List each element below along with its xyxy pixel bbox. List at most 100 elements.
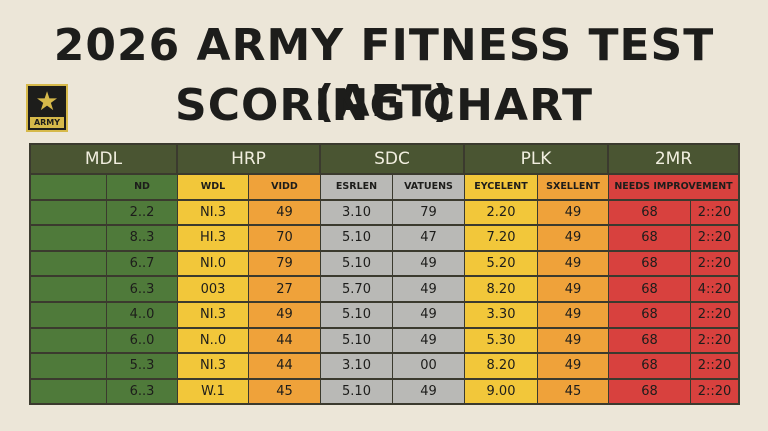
table-cell — [31, 354, 107, 378]
table-cell: NI.3 — [178, 354, 249, 378]
table-cell: W.1 — [178, 379, 249, 404]
header-sdc: SDC — [321, 145, 465, 173]
table-cell: N..0 — [178, 328, 249, 353]
table-cell: NI.3 — [178, 200, 249, 225]
table-cell: 27 — [249, 277, 321, 301]
table-cell: 44 — [249, 354, 321, 378]
table-cell: 49 — [393, 328, 465, 353]
table-row: 8..3 HI.3 70 5.10 47 7.20 49 68 2::20 — [31, 224, 738, 250]
scoring-table: MDL HRP SDC PLK 2MR ND WDL VIDD ESRLEN V… — [29, 143, 740, 406]
subheader-cell — [31, 175, 107, 199]
table-cell: 6..0 — [107, 328, 178, 353]
table-cell: 3.30 — [465, 302, 538, 327]
table-cell: 49 — [538, 251, 609, 276]
table-cell: 49 — [249, 200, 321, 225]
table-cell: 5..3 — [107, 354, 178, 378]
table-row: 5..3 NI.3 44 3.10 00 8.20 49 68 2::20 — [31, 352, 738, 378]
table-cell: 8..3 — [107, 226, 178, 250]
table-cell: 003 — [178, 277, 249, 301]
subheader-cell: VIDD — [249, 175, 321, 199]
subheader-cell: VATUENS — [393, 175, 465, 199]
table-cell: 68 — [609, 226, 691, 250]
table-cell: 47 — [393, 226, 465, 250]
table-cell: 2..2 — [107, 200, 178, 225]
table-cell: 70 — [249, 226, 321, 250]
table-cell: 45 — [249, 379, 321, 404]
table-cell: 5.20 — [465, 251, 538, 276]
subheader-cell: WDL — [178, 175, 249, 199]
table-cell: 9.00 — [465, 379, 538, 404]
table-cell: 68 — [609, 354, 691, 378]
table-cell: 2::20 — [691, 302, 738, 327]
table-cell: 68 — [609, 251, 691, 276]
table-row: 6..3 003 27 5.70 49 8.20 49 68 4::20 — [31, 275, 738, 301]
table-cell: 79 — [393, 200, 465, 225]
table-cell: 49 — [538, 277, 609, 301]
table-cell: 68 — [609, 200, 691, 225]
table-cell: 2::20 — [691, 226, 738, 250]
table-cell: 68 — [609, 302, 691, 327]
header-mdl: MDL — [31, 145, 178, 173]
table-row: 6..3 W.1 45 5.10 49 9.00 45 68 2::20 — [31, 377, 738, 404]
table-cell: 49 — [538, 226, 609, 250]
subheader-cell: SXELLENT — [538, 175, 609, 199]
table-cell: 4..0 — [107, 302, 178, 327]
table-cell: 6..7 — [107, 251, 178, 276]
table-header-row: MDL HRP SDC PLK 2MR — [31, 145, 738, 173]
table-cell: 2::20 — [691, 328, 738, 353]
header-2mr: 2MR — [609, 145, 738, 173]
table-cell: 8.20 — [465, 277, 538, 301]
table-cell: 49 — [393, 379, 465, 404]
table-cell: 49 — [538, 302, 609, 327]
table-cell — [31, 302, 107, 327]
page-title: 2026 ARMY FITNESS TEST (AFT) — [53, 20, 715, 127]
table-cell: 79 — [249, 251, 321, 276]
table-cell: 2::20 — [691, 354, 738, 378]
table-cell: 3.10 — [321, 354, 393, 378]
table-cell: 3.10 — [321, 200, 393, 225]
page-subtitle: SCORING CHART — [175, 80, 593, 131]
table-cell: 68 — [609, 379, 691, 404]
subheader-cell: NEEDS IMPROVEMENT — [609, 175, 738, 199]
table-cell: 5.70 — [321, 277, 393, 301]
table-cell: 8.20 — [465, 354, 538, 378]
table-cell: 45 — [538, 379, 609, 404]
table-cell: 49 — [538, 328, 609, 353]
header-hrp: HRP — [178, 145, 321, 173]
table-row: 6..0 N..0 44 5.10 49 5.30 49 68 2::20 — [31, 326, 738, 353]
table-cell — [31, 328, 107, 353]
table-cell: NI.0 — [178, 251, 249, 276]
army-logo: ★ ARMY — [26, 84, 68, 132]
table-cell: NI.3 — [178, 302, 249, 327]
table-cell: 68 — [609, 277, 691, 301]
table-cell — [31, 226, 107, 250]
table-row: 4..0 NI.3 49 5.10 49 3.30 49 68 2::20 — [31, 300, 738, 327]
table-cell: 2::20 — [691, 251, 738, 276]
table-cell: 5.30 — [465, 328, 538, 353]
table-cell: 49 — [393, 302, 465, 327]
army-logo-text: ARMY — [30, 117, 64, 128]
table-cell: 00 — [393, 354, 465, 378]
table-cell: 2::20 — [691, 200, 738, 225]
table-cell: 49 — [393, 277, 465, 301]
header-plk: PLK — [465, 145, 609, 173]
table-cell: 2::20 — [691, 379, 738, 404]
table-cell: 7.20 — [465, 226, 538, 250]
table-cell: 5.10 — [321, 226, 393, 250]
subheader-cell: ND — [107, 175, 178, 199]
table-cell — [31, 379, 107, 404]
table-cell: 68 — [609, 328, 691, 353]
table-cell: 6..3 — [107, 277, 178, 301]
table-subheader-row: ND WDL VIDD ESRLEN VATUENS EYCELENT SXEL… — [31, 173, 738, 199]
table-row: 6..7 NI.0 79 5.10 49 5.20 49 68 2::20 — [31, 249, 738, 276]
table-cell: 5.10 — [321, 328, 393, 353]
table-cell — [31, 251, 107, 276]
table-cell: 6..3 — [107, 379, 178, 404]
table-cell: 49 — [249, 302, 321, 327]
table-cell: 49 — [393, 251, 465, 276]
table-cell: 5.10 — [321, 251, 393, 276]
table-row: 2..2 NI.3 49 3.10 79 2.20 49 68 2::20 — [31, 198, 738, 225]
army-star-icon: ★ — [35, 87, 59, 117]
table-cell: 49 — [538, 200, 609, 225]
table-cell: HI.3 — [178, 226, 249, 250]
